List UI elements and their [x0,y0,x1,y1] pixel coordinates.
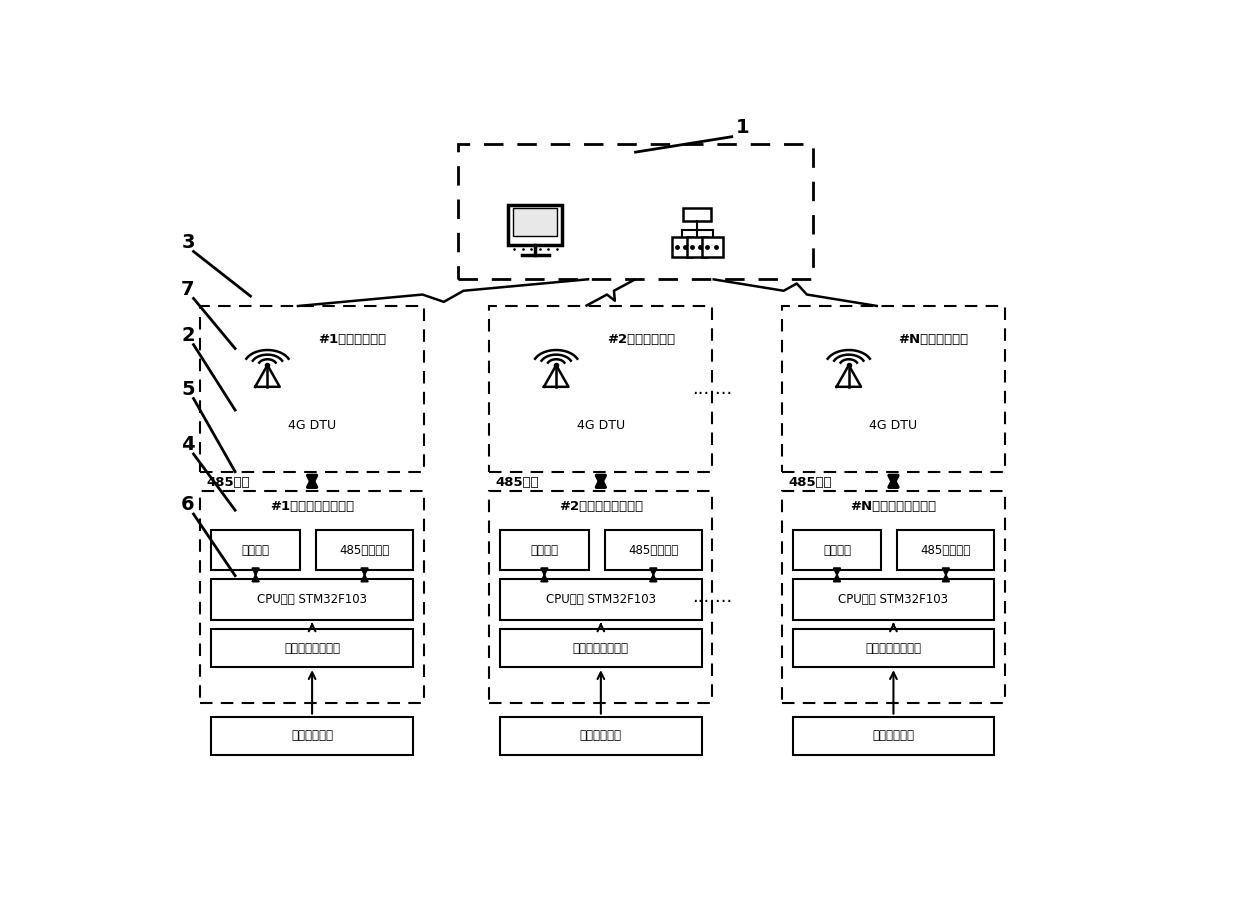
Bar [490,491,713,703]
Bar [500,716,702,755]
Bar [703,237,723,257]
Bar [500,629,702,667]
Bar [508,205,563,245]
Text: CPU模块 STM32F103: CPU模块 STM32F103 [838,593,949,606]
Bar [211,530,300,570]
Text: #1数据发送节点: #1数据发送节点 [319,333,387,345]
Text: 4: 4 [181,435,195,454]
Text: #N数据发送节点: #N数据发送节点 [899,333,968,345]
Text: CPU模块 STM32F103: CPU模块 STM32F103 [546,593,656,606]
Text: 485传输: 485传输 [207,476,250,489]
Text: 6: 6 [181,495,195,514]
Text: 数据显示: 数据显示 [242,544,269,557]
Text: 1: 1 [735,118,749,137]
Bar [211,716,413,755]
Bar [513,207,558,236]
Bar [781,306,1006,472]
Bar [500,530,589,570]
Text: 485通信模块: 485通信模块 [921,544,971,557]
Text: 数据显示: 数据显示 [531,544,558,557]
Bar [792,716,994,755]
Text: 2: 2 [181,326,195,345]
Bar [201,491,424,703]
Text: 485传输: 485传输 [787,476,832,489]
Text: 电源转换模块: 电源转换模块 [580,730,621,742]
Bar [211,579,413,620]
Text: #2农业水量监测节点: #2农业水量监测节点 [559,500,642,513]
Text: 交流电流检测模块: 交流电流检测模块 [866,641,921,655]
Bar [500,579,702,620]
Text: 交流电流检测模块: 交流电流检测模块 [573,641,629,655]
Text: 电源转换模块: 电源转换模块 [873,730,914,742]
Bar [316,530,413,570]
Text: CPU模块 STM32F103: CPU模块 STM32F103 [257,593,367,606]
Text: 4G DTU: 4G DTU [577,419,625,432]
Bar [898,530,994,570]
Text: 交流电流检测模块: 交流电流检测模块 [284,641,340,655]
Text: 485通信模块: 485通信模块 [629,544,678,557]
Bar [792,629,994,667]
Text: .......: ....... [692,588,733,606]
Bar [211,629,413,667]
Text: #2数据发送节点: #2数据发送节点 [608,333,675,345]
Bar [687,237,707,257]
Bar [459,144,812,280]
Text: 数据显示: 数据显示 [823,544,851,557]
Text: 7: 7 [181,280,195,299]
Text: 3: 3 [181,234,195,253]
Text: 485通信模块: 485通信模块 [340,544,389,557]
Bar [672,237,692,257]
Bar [792,579,994,620]
Text: .......: ....... [692,380,733,398]
Text: 4G DTU: 4G DTU [288,419,336,432]
Text: 电源转换模块: 电源转换模块 [291,730,334,742]
Text: #1农业水量监测节点: #1农业水量监测节点 [270,500,355,513]
Bar [792,530,882,570]
Text: 5: 5 [181,380,195,399]
Bar [683,208,711,221]
Text: 485传输: 485传输 [495,476,539,489]
Bar [490,306,713,472]
Bar [781,491,1006,703]
Bar [605,530,702,570]
Text: #N农业水量监测节点: #N农业水量监测节点 [851,500,936,513]
Bar [201,306,424,472]
Text: 4G DTU: 4G DTU [869,419,918,432]
